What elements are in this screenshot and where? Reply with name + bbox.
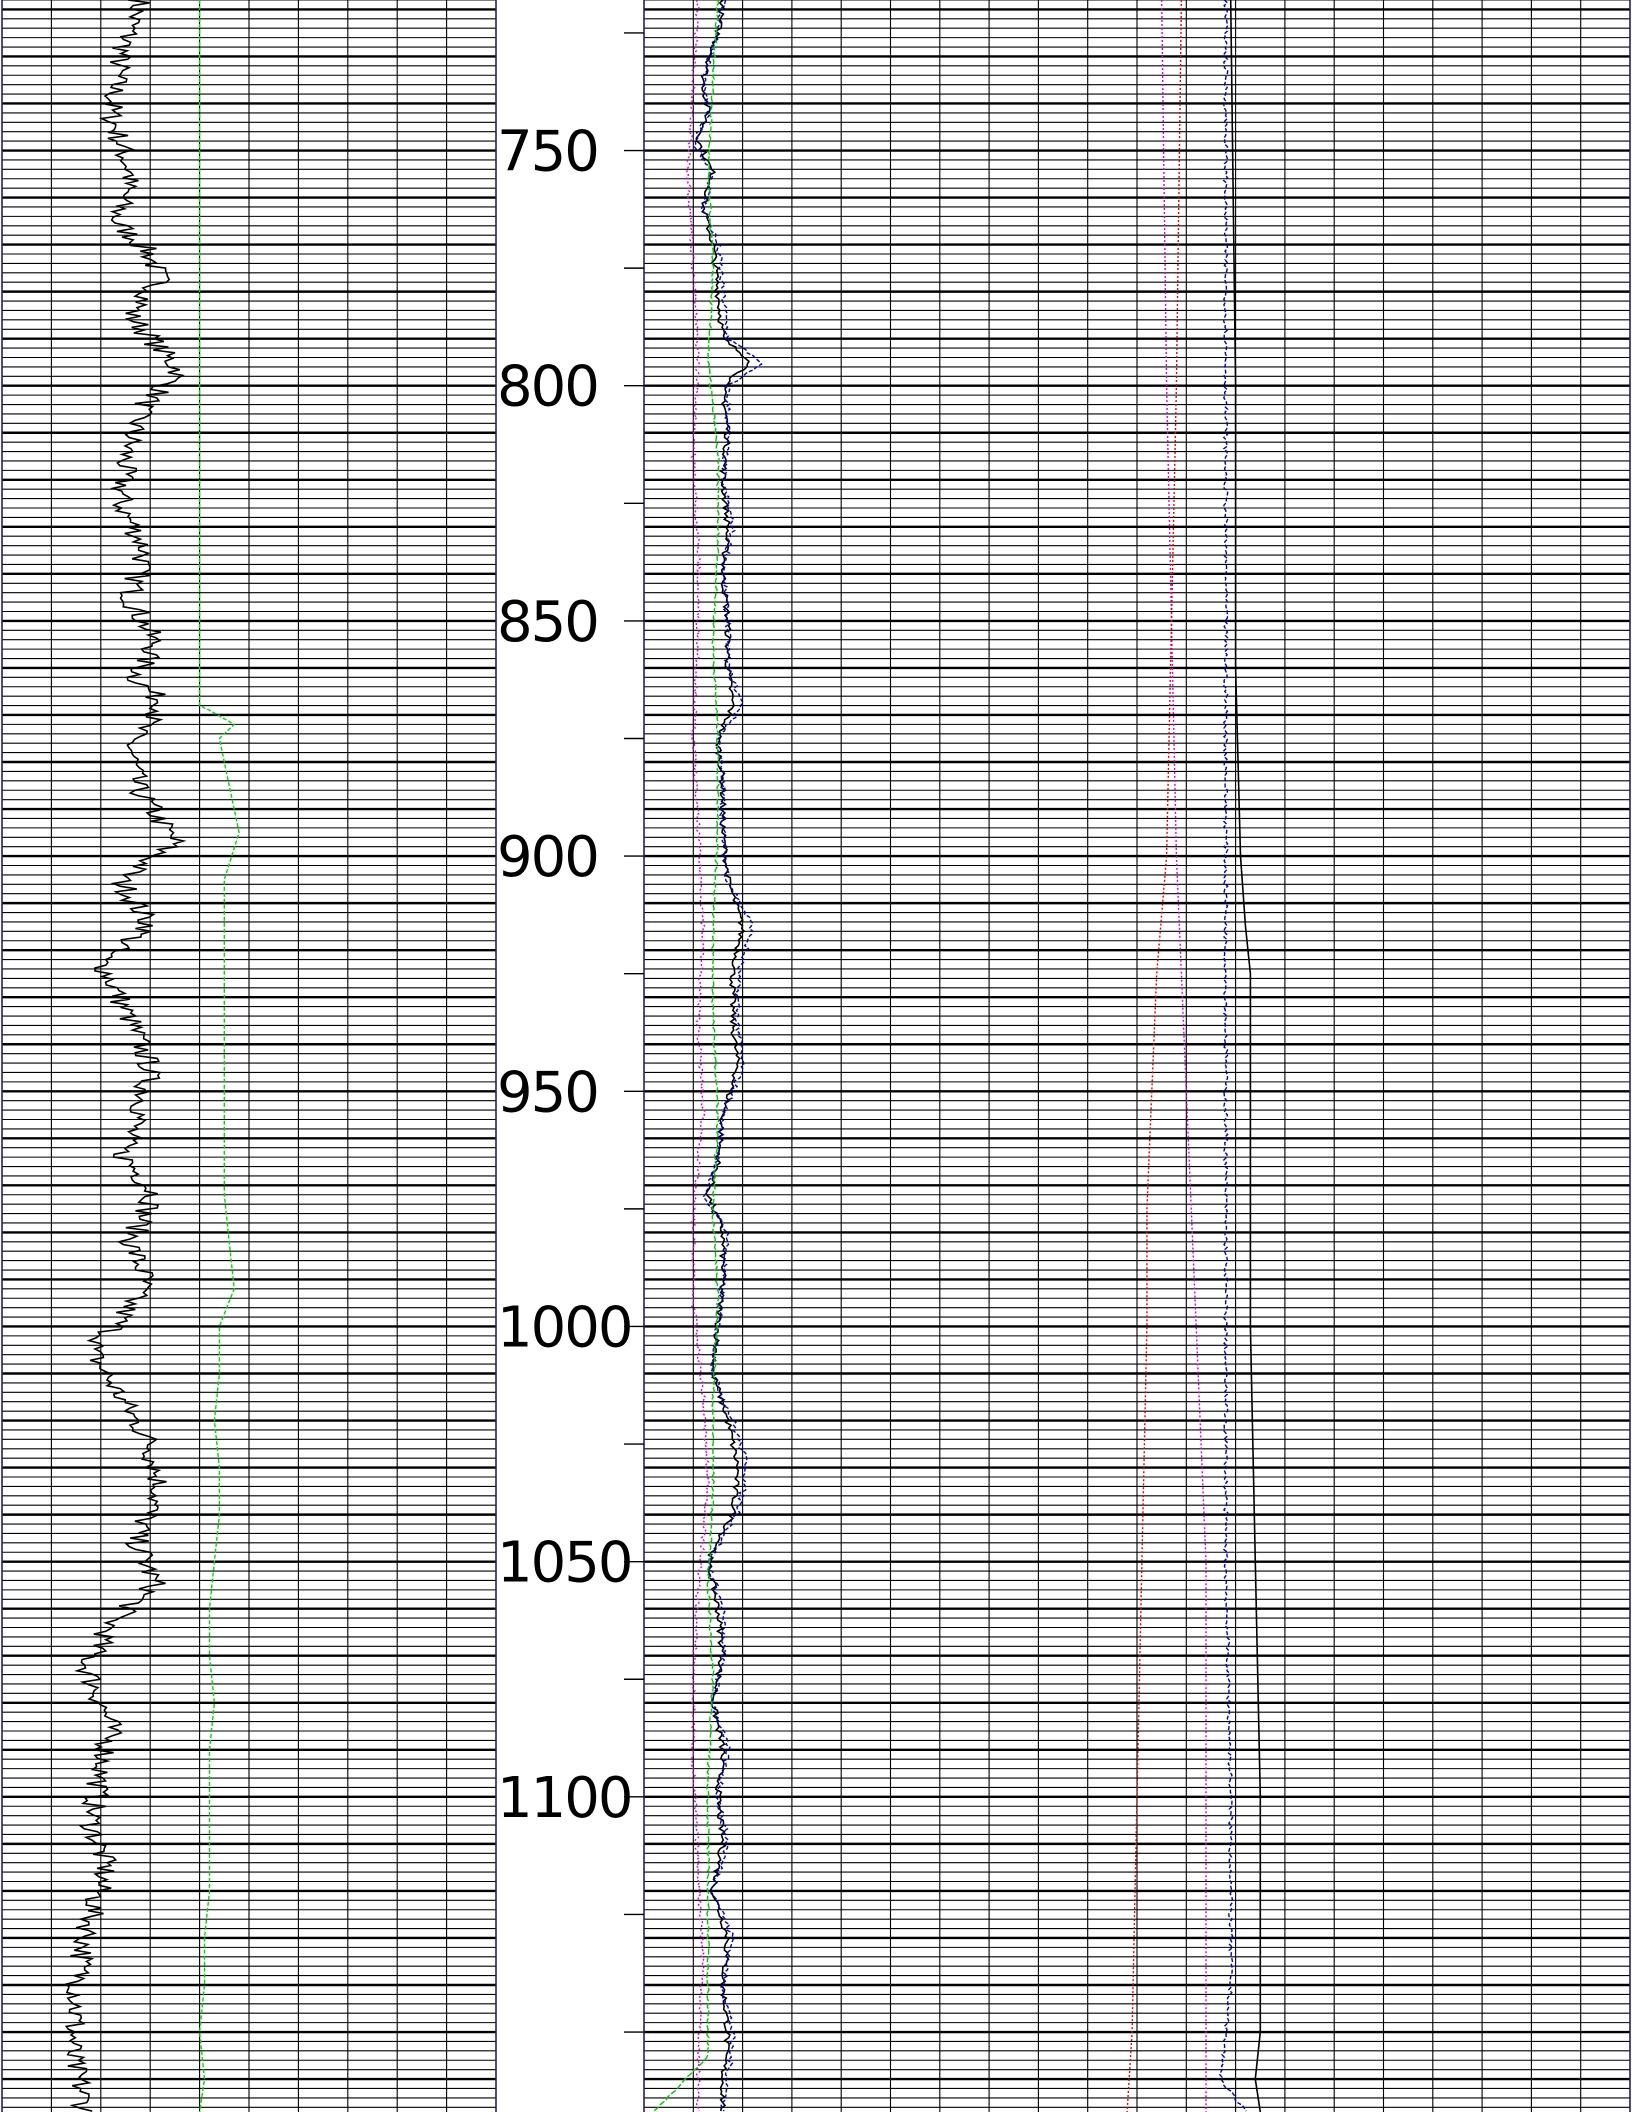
track1-grid [1,0,497,2112]
depth-label: 1100 [497,1766,632,1831]
track2-curve-4 [1161,0,1207,2112]
depth-label: 850 [497,590,598,655]
depth-label: 1050 [497,1531,632,1596]
depth-label: 750 [497,120,598,185]
depth-label: 800 [497,355,598,420]
track2-curve-1 [693,0,763,2112]
depth-label: 1000 [497,1295,632,1360]
track2-curve-2 [653,0,720,2112]
depth-track: 750 800 850 900 950 1000 1050 1100 [497,32,644,2033]
track2-curve-3 [686,0,710,2112]
depth-label: 900 [497,825,598,890]
depth-label: 950 [497,1060,598,1125]
track2-curve-6 [1218,0,1247,2112]
track1-curve-0 [64,0,187,2112]
track2-curve-5 [1126,0,1183,2112]
curves [64,0,1262,2112]
track2-grid [643,0,1631,2112]
track1-curve-1 [198,0,240,2112]
track2-curve-0 [695,0,750,2112]
track2-curve-7 [1229,0,1262,2112]
